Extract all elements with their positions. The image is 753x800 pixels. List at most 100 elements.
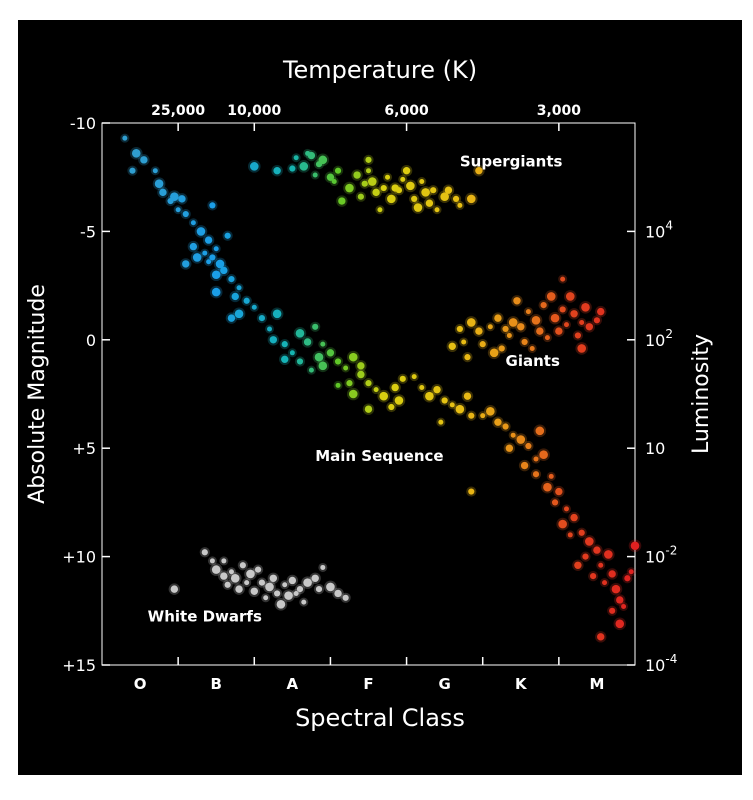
star-point	[228, 275, 235, 283]
star-point	[380, 184, 387, 192]
star-point	[505, 444, 514, 452]
star-point	[419, 179, 425, 185]
star-point	[377, 207, 383, 213]
star-point	[448, 342, 456, 351]
lum-tick-label: 104	[645, 218, 673, 241]
star-point	[425, 391, 434, 401]
star-point	[236, 285, 242, 291]
star-point	[546, 292, 556, 301]
star-point	[201, 549, 208, 556]
star-point	[452, 195, 460, 202]
y-tick-label: +5	[72, 439, 96, 458]
star-point	[399, 375, 406, 382]
star-point	[272, 309, 282, 319]
star-point	[486, 407, 495, 416]
star-point	[611, 584, 621, 594]
x-tick-label: K	[515, 675, 528, 693]
star-point	[315, 586, 323, 593]
star-point	[334, 167, 342, 174]
star-point	[521, 338, 528, 346]
lum-tick-label: 10-4	[645, 652, 677, 675]
star-point	[154, 179, 164, 189]
star-point	[544, 335, 550, 341]
star-point	[269, 336, 278, 344]
star-point	[577, 344, 586, 353]
star-point	[543, 482, 552, 492]
series-white-dwarfs	[168, 547, 351, 611]
lum-tick-exponent: -4	[665, 652, 677, 666]
star-point	[395, 187, 403, 194]
star-point	[299, 162, 309, 171]
star-point	[326, 349, 335, 357]
star-point	[387, 194, 396, 204]
star-point	[357, 362, 365, 370]
star-point	[224, 232, 231, 239]
star-point	[152, 168, 158, 174]
star-point	[331, 179, 337, 185]
star-point	[502, 325, 509, 333]
star-point	[289, 350, 295, 356]
star-point	[343, 365, 349, 371]
star-point	[348, 352, 358, 362]
x-tick-label: A	[287, 675, 299, 693]
star-point	[258, 315, 265, 322]
star-point	[246, 569, 255, 579]
star-point	[215, 259, 225, 269]
star-point	[314, 352, 324, 362]
star-point	[563, 322, 569, 328]
star-point	[502, 423, 509, 430]
star-point	[441, 397, 448, 404]
lum-tick-base: 10	[645, 439, 665, 458]
star-point	[455, 404, 465, 414]
star-point	[457, 202, 463, 208]
star-point	[308, 367, 314, 373]
star-point	[296, 358, 304, 365]
star-point	[372, 188, 380, 197]
star-point	[468, 488, 475, 495]
chart-panel: -10 -5 0 +5 +10 +15 O B A F G K M 25,000 10,000 6,000 3,…	[18, 20, 742, 775]
star-point	[281, 355, 289, 364]
star-point	[597, 307, 605, 316]
star-point	[466, 194, 476, 204]
star-point	[536, 327, 544, 335]
star-point	[479, 341, 486, 348]
star-point	[303, 578, 312, 587]
star-point	[274, 590, 281, 597]
annotation-label: Supergiants	[460, 152, 563, 170]
y-tick-label: 0	[86, 331, 96, 350]
lum-tick-exponent: -2	[665, 544, 677, 558]
star-point	[326, 173, 335, 181]
lum-tick-base: 10	[645, 222, 665, 241]
star-point	[567, 532, 573, 538]
star-point	[510, 432, 516, 438]
star-point	[558, 519, 567, 529]
star-point	[312, 323, 319, 330]
star-point	[578, 529, 585, 536]
top-tick-label: 3,000	[537, 103, 582, 119]
star-point	[251, 304, 257, 310]
x-tick-label: O	[134, 675, 147, 693]
y-tick-label: +15	[62, 656, 96, 675]
star-point	[348, 389, 358, 399]
star-point	[276, 599, 286, 609]
series-giants	[446, 274, 607, 363]
x-tick-label: M	[589, 675, 604, 693]
star-point	[129, 167, 136, 174]
star-point	[560, 276, 566, 282]
star-point	[598, 562, 604, 568]
x-tick-label: B	[210, 675, 221, 693]
star-point	[548, 473, 554, 479]
star-point	[464, 354, 471, 361]
star-point	[361, 180, 368, 187]
star-point	[628, 569, 634, 575]
star-point	[402, 166, 411, 175]
x-axis-title: Spectral Class	[295, 704, 465, 732]
star-point	[593, 317, 601, 324]
star-point	[466, 318, 476, 327]
series-main-sequence	[120, 133, 642, 643]
star-point	[411, 195, 418, 202]
y-tick-label: +10	[62, 548, 96, 567]
star-point	[533, 456, 539, 462]
star-point	[204, 236, 213, 244]
star-point	[539, 450, 548, 460]
